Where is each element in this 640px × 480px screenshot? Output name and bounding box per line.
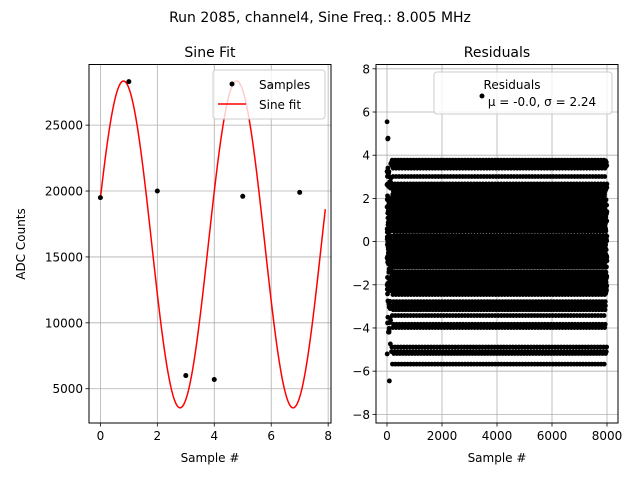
- residual-point: [386, 325, 392, 331]
- residuals-panel: Residuals 0 2000 4000 6000 8000−8−6−4−202468…: [352, 45, 622, 465]
- sine-fit-legend-box: [212, 69, 326, 120]
- sine-fit-x-tick-label: 2: [154, 429, 162, 443]
- sample-point: [97, 195, 103, 201]
- sine-fit-ylabel: ADC Counts: [14, 208, 28, 280]
- sine-fit-y-tick-label: 20000: [45, 185, 83, 199]
- sample-point: [297, 189, 303, 195]
- residual-point: [384, 119, 390, 125]
- sine-fit-curve: [99, 80, 327, 409]
- sine-fit-y-tick-label: 25000: [45, 119, 83, 133]
- residuals-title: Residuals: [464, 45, 530, 61]
- sample-point: [211, 377, 217, 383]
- sine-fit-x-tick-label: 6: [267, 429, 275, 443]
- sine-fit-ticks: 0 2 4 6 8 5000 10000 15000 20000 25000: [45, 119, 332, 443]
- figure-suptitle: Run 2085, channel4, Sine Freq.: 8.005 MH…: [169, 10, 471, 26]
- sine-fit-y-tick-label: 5000: [52, 382, 83, 396]
- residual-point: [386, 169, 392, 174]
- sine-fit-legend: Samples Sine fit: [212, 69, 326, 120]
- sample-point: [183, 373, 189, 379]
- residuals-series: [384, 119, 610, 384]
- legend-samples-label: Samples: [259, 78, 310, 92]
- residual-point: [386, 378, 392, 384]
- sine-fit-y-tick-label: 10000: [45, 316, 83, 330]
- legend-sine-fit-label: Sine fit: [259, 98, 301, 112]
- sine-fit-xlabel: Sample #: [181, 451, 240, 465]
- residual-point: [385, 135, 391, 141]
- sine-fit-title: Sine Fit: [184, 45, 236, 61]
- residual-point: [385, 165, 391, 171]
- sine-fit-x-tick-label: 4: [210, 429, 218, 443]
- sine-fit-grid: [89, 64, 331, 423]
- sample-point: [126, 79, 132, 85]
- sine-fit-x-tick-label: 0: [97, 429, 105, 443]
- sine-fit-x-tick-label: 8: [324, 429, 332, 443]
- sine-fit-y-tick-label: 15000: [45, 250, 83, 264]
- residual-point: [387, 298, 393, 304]
- residual-point: [386, 329, 392, 335]
- sine-fit-axes-frame: [88, 64, 332, 424]
- residual-point: [384, 351, 390, 357]
- sample-point: [240, 193, 246, 199]
- legend-samples-marker: [229, 81, 235, 87]
- sample-point: [154, 188, 160, 194]
- residual-point: [388, 318, 393, 323]
- sine-fit-panel: Sine Fit 0 2 4 6 8 5000 10000 15000 20000 25000 S…: [14, 45, 332, 465]
